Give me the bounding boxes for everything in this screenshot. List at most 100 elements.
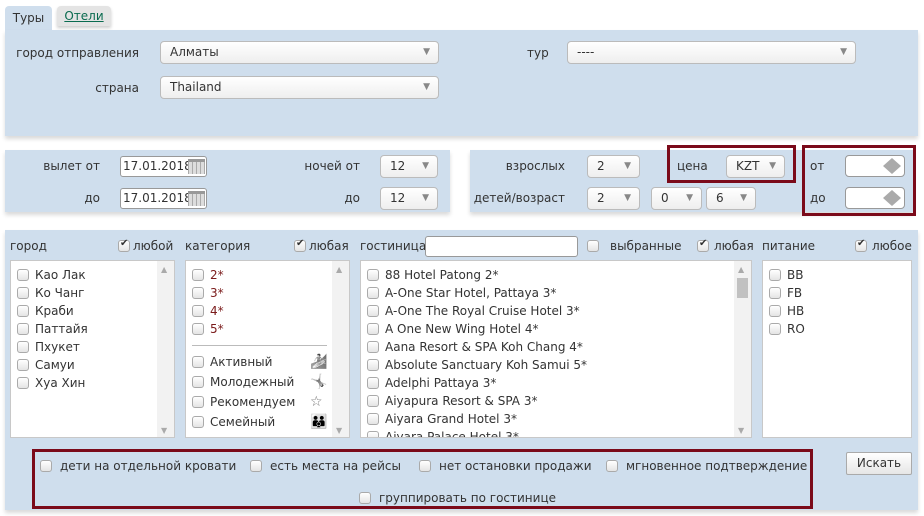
children-select[interactable]: 2 ▼ [587, 187, 640, 210]
checkbox[interactable] [192, 416, 204, 428]
item-label: Aana Resort & SPA Koh Chang 4* [385, 340, 583, 354]
checkbox[interactable] [17, 305, 29, 317]
checkbox[interactable] [192, 323, 204, 335]
checkbox[interactable] [367, 305, 379, 317]
scroll-down-icon[interactable]: ▼ [336, 426, 343, 435]
category-type-item[interactable]: Активный 🏄 [192, 353, 332, 371]
checkbox[interactable] [367, 341, 379, 353]
chevron-down-icon: ▼ [740, 193, 747, 203]
scroll-up-icon[interactable]: ▲ [336, 265, 343, 274]
category-type-item[interactable]: Семейный 👪 [192, 413, 332, 431]
price-from-input[interactable] [845, 155, 905, 177]
checkbox[interactable] [17, 377, 29, 389]
chevron-down-icon: ▼ [686, 193, 693, 203]
nights-to-select[interactable]: 12 ▼ [380, 187, 438, 210]
scrollbar[interactable]: ▲ ▼ [734, 261, 751, 437]
currency-select[interactable]: KZT ▼ [726, 155, 785, 178]
checkbox[interactable] [367, 287, 379, 299]
checkbox[interactable] [192, 269, 204, 281]
checkbox[interactable] [769, 305, 781, 317]
item-label: Молодежный [210, 375, 295, 389]
checkbox[interactable] [367, 413, 379, 425]
scroll-up-icon[interactable]: ▲ [161, 265, 168, 274]
date-to-input[interactable]: 17.01.2018 [120, 188, 207, 209]
tab-hotels[interactable]: Отели [57, 6, 111, 26]
checkbox[interactable] [17, 287, 29, 299]
item-label: Краби [35, 304, 74, 318]
checkbox[interactable] [419, 460, 431, 472]
spin-down-icon[interactable] [883, 166, 901, 174]
checkbox[interactable] [606, 460, 618, 472]
checkbox[interactable] [17, 341, 29, 353]
checkbox[interactable] [17, 359, 29, 371]
scroll-down-icon[interactable]: ▼ [161, 426, 168, 435]
checkbox[interactable] [367, 395, 379, 407]
child-age-2-select[interactable]: 6 ▼ [706, 187, 756, 210]
scroll-up-icon[interactable]: ▲ [738, 265, 745, 274]
checkbox[interactable] [192, 287, 204, 299]
category-any-checkbox[interactable] [294, 238, 306, 252]
checkbox[interactable] [192, 356, 204, 368]
meal-any-checkbox[interactable] [855, 238, 867, 252]
hotel-selected-checkbox[interactable] [587, 240, 599, 252]
city-any-label: любой [133, 239, 174, 253]
category-list[interactable]: ▲ ▼ 2* 3* 4* 5* Активный 🏄 Молодежный 🤸 Рекомендуе… [185, 260, 350, 438]
nights-from-label: ночей от [304, 159, 360, 173]
child-age-1-select[interactable]: 0 ▼ [651, 187, 702, 210]
item-label: HB [787, 304, 805, 318]
hotel-search-input[interactable] [425, 236, 578, 257]
checkbox[interactable] [17, 323, 29, 335]
scrollbar-thumb[interactable] [737, 278, 748, 298]
checkbox[interactable] [367, 323, 379, 335]
city-any-checkbox[interactable] [118, 238, 130, 252]
city-list[interactable]: ▲ ▼ Као Лак Ко Чанг Краби Паттайя Пхукет Самуи Х… [10, 260, 175, 438]
adults-value: 2 [597, 159, 605, 173]
hotel-any-label: любая [714, 239, 754, 253]
chevron-down-icon: ▼ [422, 161, 429, 171]
checkbox[interactable] [769, 287, 781, 299]
checkbox[interactable] [250, 460, 262, 472]
item-label: A-One The Royal Cruise Hotel 3* [385, 304, 580, 318]
category-type-item[interactable]: Рекомендуем ☆ [192, 393, 332, 411]
search-button[interactable]: Искать [846, 452, 912, 475]
checkbox[interactable] [769, 269, 781, 281]
country-select[interactable]: Thailand ▼ [160, 76, 439, 99]
checkbox[interactable] [17, 269, 29, 281]
category-type-item[interactable]: Молодежный 🤸 [192, 373, 332, 391]
date-from-input[interactable]: 17.01.2018 [120, 156, 207, 177]
scrollbar[interactable]: ▲ ▼ [332, 261, 349, 437]
tour-value: ---- [577, 45, 595, 59]
hotel-any-checkbox[interactable] [697, 238, 709, 252]
checkbox[interactable] [367, 377, 379, 389]
item-label: Ко Чанг [35, 286, 85, 300]
checkbox[interactable] [192, 396, 204, 408]
checkbox[interactable] [192, 305, 204, 317]
meal-list[interactable]: BB FB HB RO [762, 260, 912, 438]
spin-down-icon[interactable] [883, 198, 901, 206]
price-currency-highlight [667, 145, 796, 183]
tab-tours[interactable]: Туры [5, 6, 52, 32]
checkbox[interactable] [192, 376, 204, 388]
checkbox[interactable] [367, 359, 379, 371]
spin-up-icon[interactable] [883, 190, 901, 198]
item-label: BB [787, 268, 804, 282]
checkbox[interactable] [367, 431, 379, 437]
price-to-input[interactable] [845, 187, 905, 209]
checkbox[interactable] [769, 323, 781, 335]
breakdancer-icon: 🤸 [310, 374, 328, 390]
departure-select[interactable]: Алматы ▼ [160, 41, 439, 64]
scroll-down-icon[interactable]: ▼ [738, 426, 745, 435]
hotel-list[interactable]: ▲ ▼ 88 Hotel Patong 2* A-One Star Hotel, Pa… [360, 260, 752, 438]
calendar-icon[interactable] [188, 159, 205, 174]
star-icon: ☆ [310, 394, 323, 410]
checkbox[interactable] [359, 492, 371, 504]
chevron-down-icon: ▼ [624, 161, 631, 171]
nights-from-select[interactable]: 12 ▼ [380, 155, 438, 178]
checkbox[interactable] [367, 269, 379, 281]
adults-select[interactable]: 2 ▼ [587, 155, 640, 178]
spin-up-icon[interactable] [883, 158, 901, 166]
tour-select[interactable]: ---- ▼ [567, 41, 856, 64]
checkbox[interactable] [40, 460, 52, 472]
scrollbar[interactable]: ▲ ▼ [157, 261, 174, 437]
calendar-icon[interactable] [188, 191, 205, 206]
